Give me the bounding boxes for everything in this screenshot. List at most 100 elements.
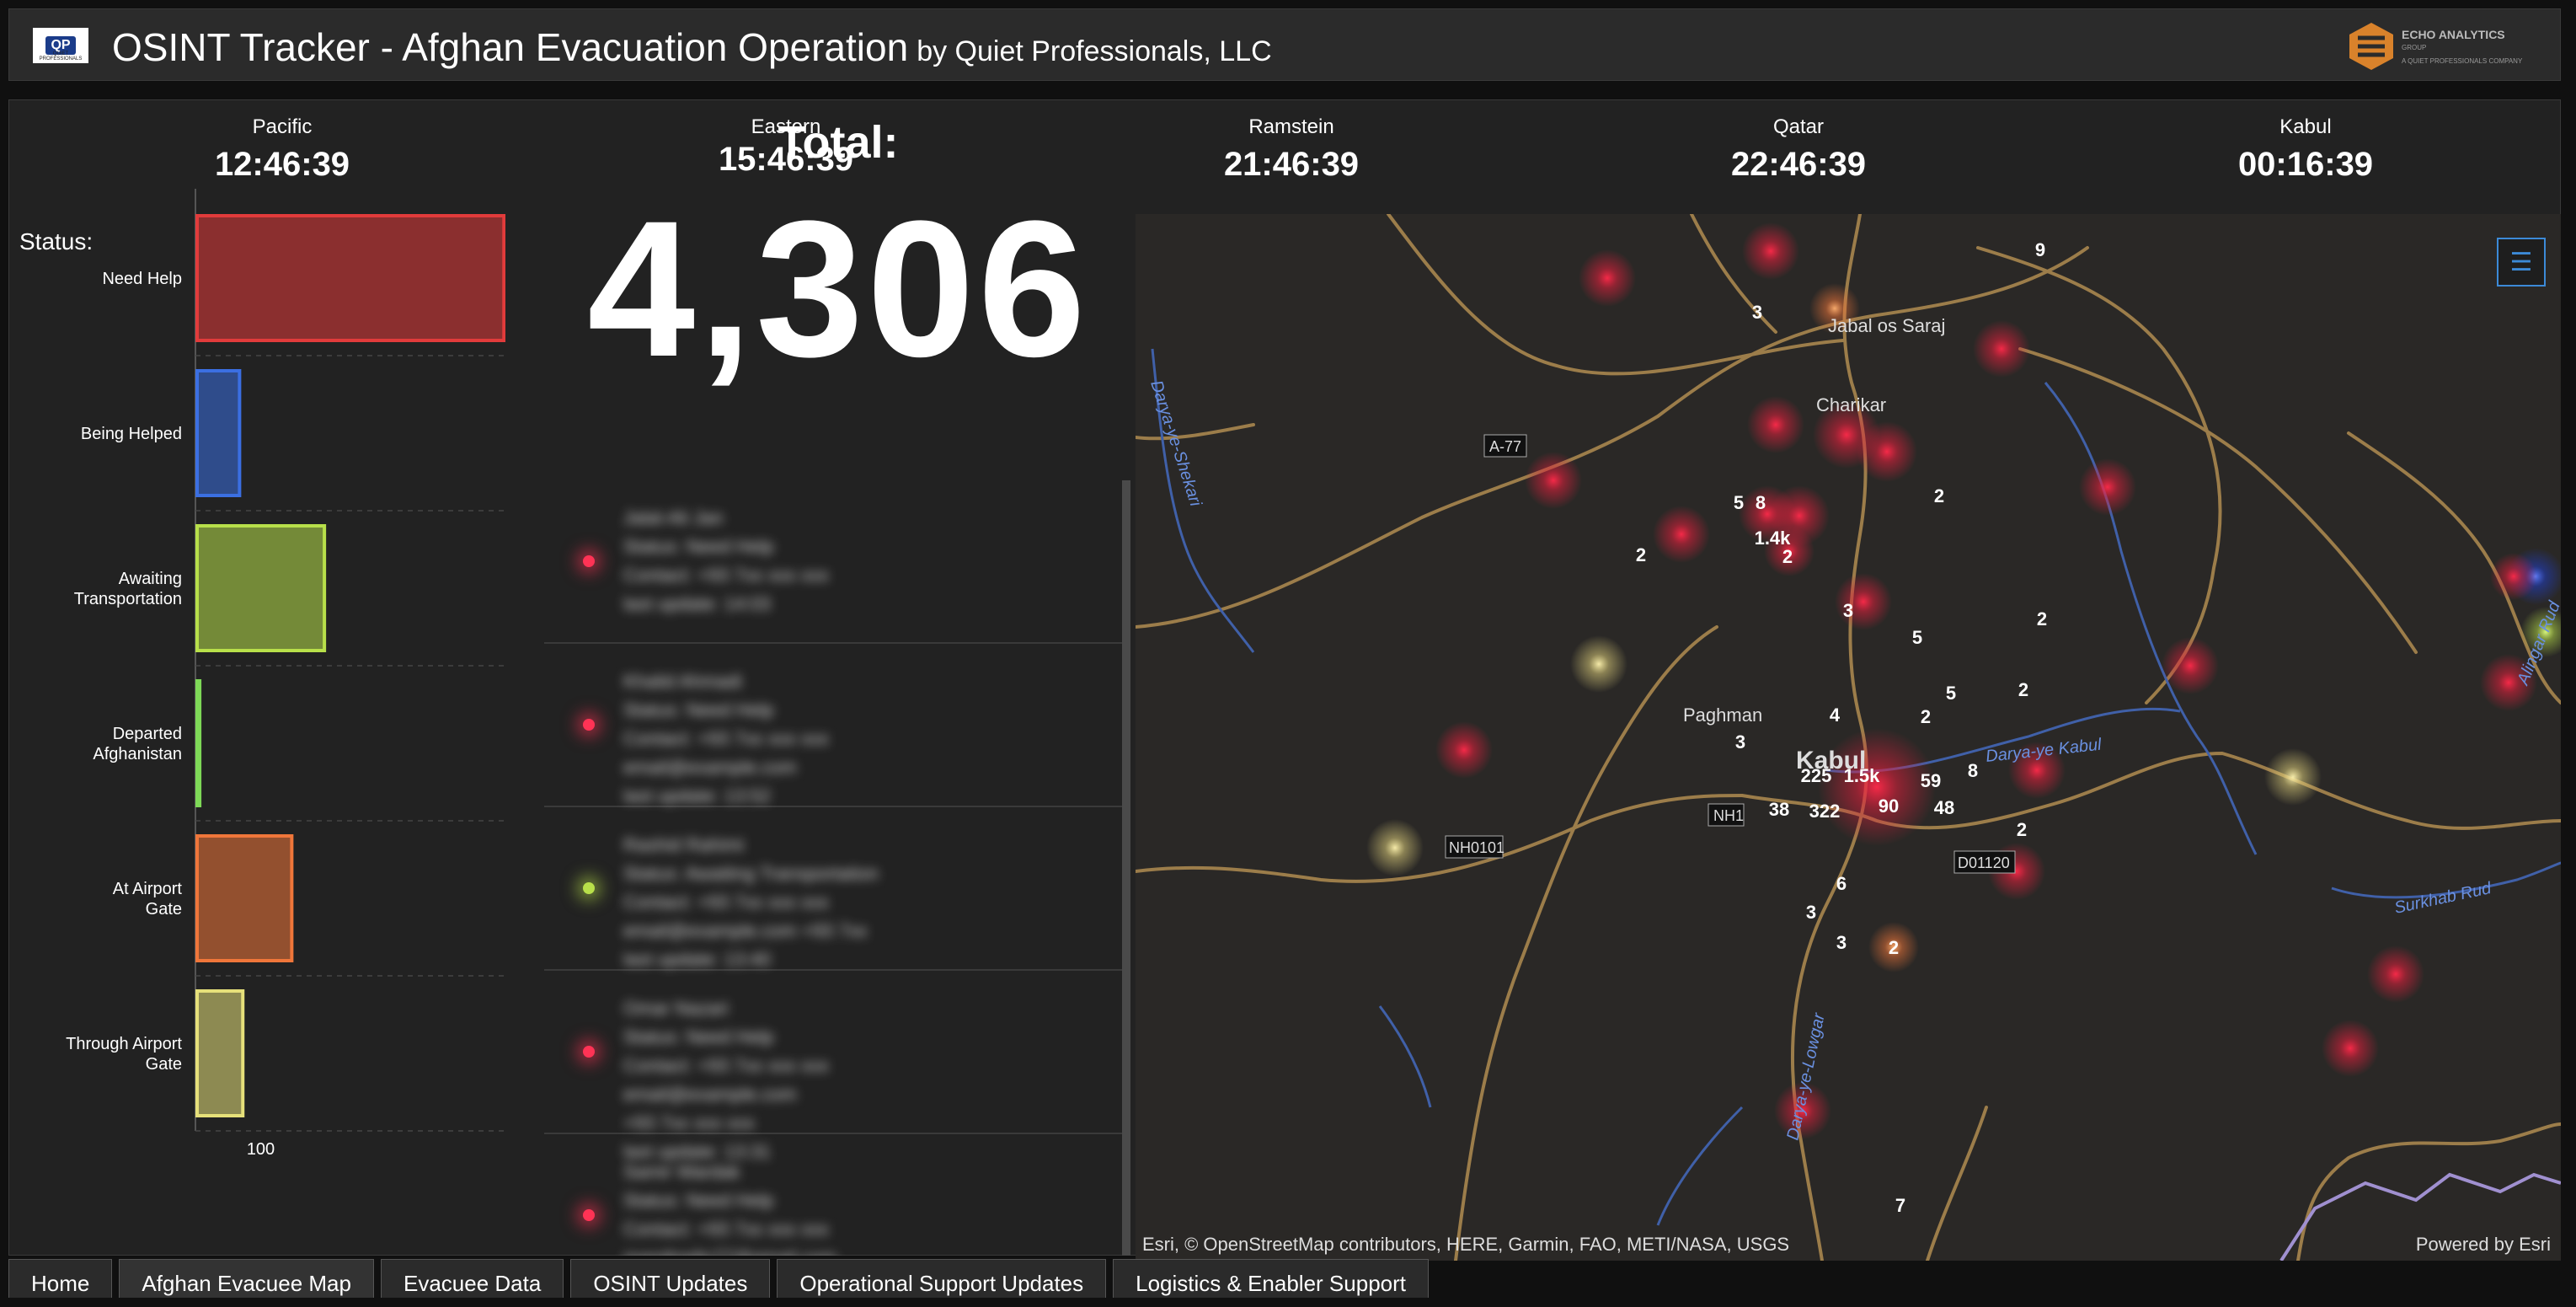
map-marker[interactable] xyxy=(1653,506,1710,563)
tab-home[interactable]: Home xyxy=(8,1259,113,1298)
map-marker[interactable] xyxy=(1835,573,1892,630)
svg-text:2: 2 xyxy=(1636,544,1646,565)
category-label: Need Help xyxy=(102,270,182,288)
svg-text:2: 2 xyxy=(1921,706,1931,727)
svg-text:6: 6 xyxy=(1836,873,1846,894)
redacted-details: Rashid Rahimi Status: Awaiting Transporta… xyxy=(623,831,1061,974)
scrollbar-thumb[interactable] xyxy=(1122,480,1130,1256)
map-marker[interactable] xyxy=(1742,222,1799,280)
quiet-professionals-logo: QP QUIET PROFESSIONALS xyxy=(33,28,88,63)
evacuee-map[interactable]: Jabal os Saraj Charikar Paghman Kabul A-… xyxy=(1136,214,2561,1261)
redacted-line: last update: 13:52 xyxy=(623,785,771,806)
bar-at-airport-gate[interactable] xyxy=(195,834,294,962)
redacted-details: Samir Wardak Status: Need Help Contact: +9… xyxy=(623,1158,1061,1256)
category-label: Awaiting Transportation xyxy=(74,570,182,608)
tab-afghan-evacuee-map[interactable]: Afghan Evacuee Map xyxy=(119,1259,374,1298)
list-item[interactable]: Omar Nazari Status: Need Help Contact: +93… xyxy=(544,971,1125,1162)
map-marker[interactable] xyxy=(2264,748,2322,806)
byline: by Quiet Professionals, LLC xyxy=(917,35,1272,67)
map-marker[interactable] xyxy=(1818,728,1936,846)
map-markers[interactable] xyxy=(1366,222,2561,1139)
svg-text:NH1: NH1 xyxy=(1713,807,1744,824)
map-marker[interactable] xyxy=(1747,396,1804,453)
evacuee-list[interactable]: Jalal-Ali Jan Status: Need Help Contact: +… xyxy=(544,480,1125,1256)
hexagon-logo-icon xyxy=(2349,23,2393,70)
svg-text:5: 5 xyxy=(1734,492,1744,513)
category-label: Being Helped xyxy=(81,425,182,443)
svg-text:Charikar: Charikar xyxy=(1816,394,1886,415)
bar-being-helped[interactable] xyxy=(195,369,242,497)
map-marker[interactable] xyxy=(2520,607,2561,657)
map-canvas[interactable]: Jabal os Saraj Charikar Paghman Kabul A-… xyxy=(1136,214,2561,1261)
map-labels: Jabal os Saraj Charikar Paghman Kabul xyxy=(1683,315,1945,774)
bar-through-airport-gate[interactable] xyxy=(195,989,245,1117)
redacted-line: email@example.com +93 7xx xyxy=(623,920,868,941)
redacted-details: Omar Nazari Status: Need Help Contact: +93… xyxy=(623,994,1061,1166)
svg-text:Jabal os Saraj: Jabal os Saraj xyxy=(1828,315,1945,336)
status-dot-icon xyxy=(583,1046,595,1058)
map-marker[interactable] xyxy=(1973,320,2030,378)
map-marker[interactable] xyxy=(1525,452,1582,509)
map-marker[interactable] xyxy=(1579,249,1636,307)
redacted-line: Samir Wardak xyxy=(623,1161,740,1182)
svg-text:Paghman: Paghman xyxy=(1683,704,1762,726)
map-marker[interactable] xyxy=(1570,635,1627,693)
tab-operational-support-updates[interactable]: Operational Support Updates xyxy=(777,1259,1107,1298)
list-scrollbar[interactable] xyxy=(1122,480,1130,1256)
redacted-line: Status: Need Help xyxy=(623,1026,774,1047)
map-marker[interactable] xyxy=(1769,485,1830,546)
bar-awaiting-transportation[interactable] xyxy=(195,524,327,652)
map-marker[interactable] xyxy=(1857,421,1917,482)
clock-eastern: Eastern 15:46:39 xyxy=(718,115,854,178)
redacted-line: Contact: +93 7xx xxx xxx xyxy=(623,565,829,586)
map-marker[interactable] xyxy=(2490,553,2537,600)
map-marker[interactable] xyxy=(2480,654,2537,711)
map-marker[interactable] xyxy=(2322,1020,2379,1077)
list-item[interactable]: Jalal-Ali Jan Status: Need Help Contact: +… xyxy=(544,480,1125,644)
redacted-line: last update: 13:31 xyxy=(623,1141,771,1162)
map-marker[interactable] xyxy=(2162,637,2219,694)
clock-pacific: Pacific 12:46:39 xyxy=(214,115,350,183)
title-text: OSINT Tracker - Afghan Evacuation Operat… xyxy=(112,25,909,69)
map-marker[interactable] xyxy=(1366,819,1424,876)
redacted-details: Jalal-Ali Jan Status: Need Help Contact: +… xyxy=(623,504,1061,619)
map-marker[interactable] xyxy=(2367,945,2424,1003)
map-marker[interactable] xyxy=(2079,458,2136,516)
tab-evacuee-data[interactable]: Evacuee Data xyxy=(380,1259,564,1298)
map-marker[interactable] xyxy=(1774,1082,1831,1139)
svg-text:225: 225 xyxy=(1801,765,1832,786)
border-line xyxy=(2279,1172,2561,1261)
bar-departed-afghanistan[interactable] xyxy=(195,679,202,807)
redacted-line: Jalal-Ali Jan xyxy=(623,507,724,528)
svg-text:3: 3 xyxy=(1735,731,1745,753)
svg-text:8: 8 xyxy=(1968,760,1978,781)
svg-text:A-77: A-77 xyxy=(1489,438,1521,455)
svg-text:2: 2 xyxy=(1934,485,1944,506)
tab-logistics-enabler-support[interactable]: Logistics & Enabler Support xyxy=(1113,1259,1429,1298)
svg-text:NH0101: NH0101 xyxy=(1449,839,1504,856)
map-marker[interactable] xyxy=(2008,742,2066,799)
x-tick-label: 100 xyxy=(247,1140,275,1159)
app-header: QP QUIET PROFESSIONALS OSINT Tracker - A… xyxy=(8,8,2561,81)
svg-text:4: 4 xyxy=(1830,704,1841,726)
map-marker[interactable] xyxy=(1868,922,1919,972)
bar-need-help[interactable] xyxy=(195,214,505,342)
map-marker[interactable] xyxy=(1809,283,1860,334)
svg-text:2: 2 xyxy=(2037,608,2047,629)
svg-text:5: 5 xyxy=(1912,627,1922,648)
list-item[interactable]: Khalid Ahmadi Status: Need Help Contact: +… xyxy=(544,644,1125,807)
redacted-line: Contact: +93 7xx xxx xxx xyxy=(623,1219,829,1240)
redacted-line: email@example.com xyxy=(623,757,797,778)
redacted-line: Contact: +93 7xx xxx xxx xyxy=(623,892,829,913)
map-marker[interactable] xyxy=(1435,721,1493,779)
redacted-line: Rashid Rahimi xyxy=(623,834,745,855)
list-item[interactable]: Rashid Rahimi Status: Awaiting Transporta… xyxy=(544,807,1125,971)
clock-qatar: Qatar 22:46:39 xyxy=(1730,115,1867,183)
tab-osint-updates[interactable]: OSINT Updates xyxy=(570,1259,771,1298)
powered-by-esri[interactable]: Powered by Esri xyxy=(2415,1234,2551,1255)
list-item[interactable]: Samir Wardak Status: Need Help Contact: +9… xyxy=(544,1134,1125,1256)
status-label: Status: xyxy=(19,228,94,254)
svg-text:9: 9 xyxy=(2035,239,2045,260)
svg-text:3: 3 xyxy=(1806,902,1816,923)
legend-list-icon[interactable]: ☰ xyxy=(2497,238,2546,287)
